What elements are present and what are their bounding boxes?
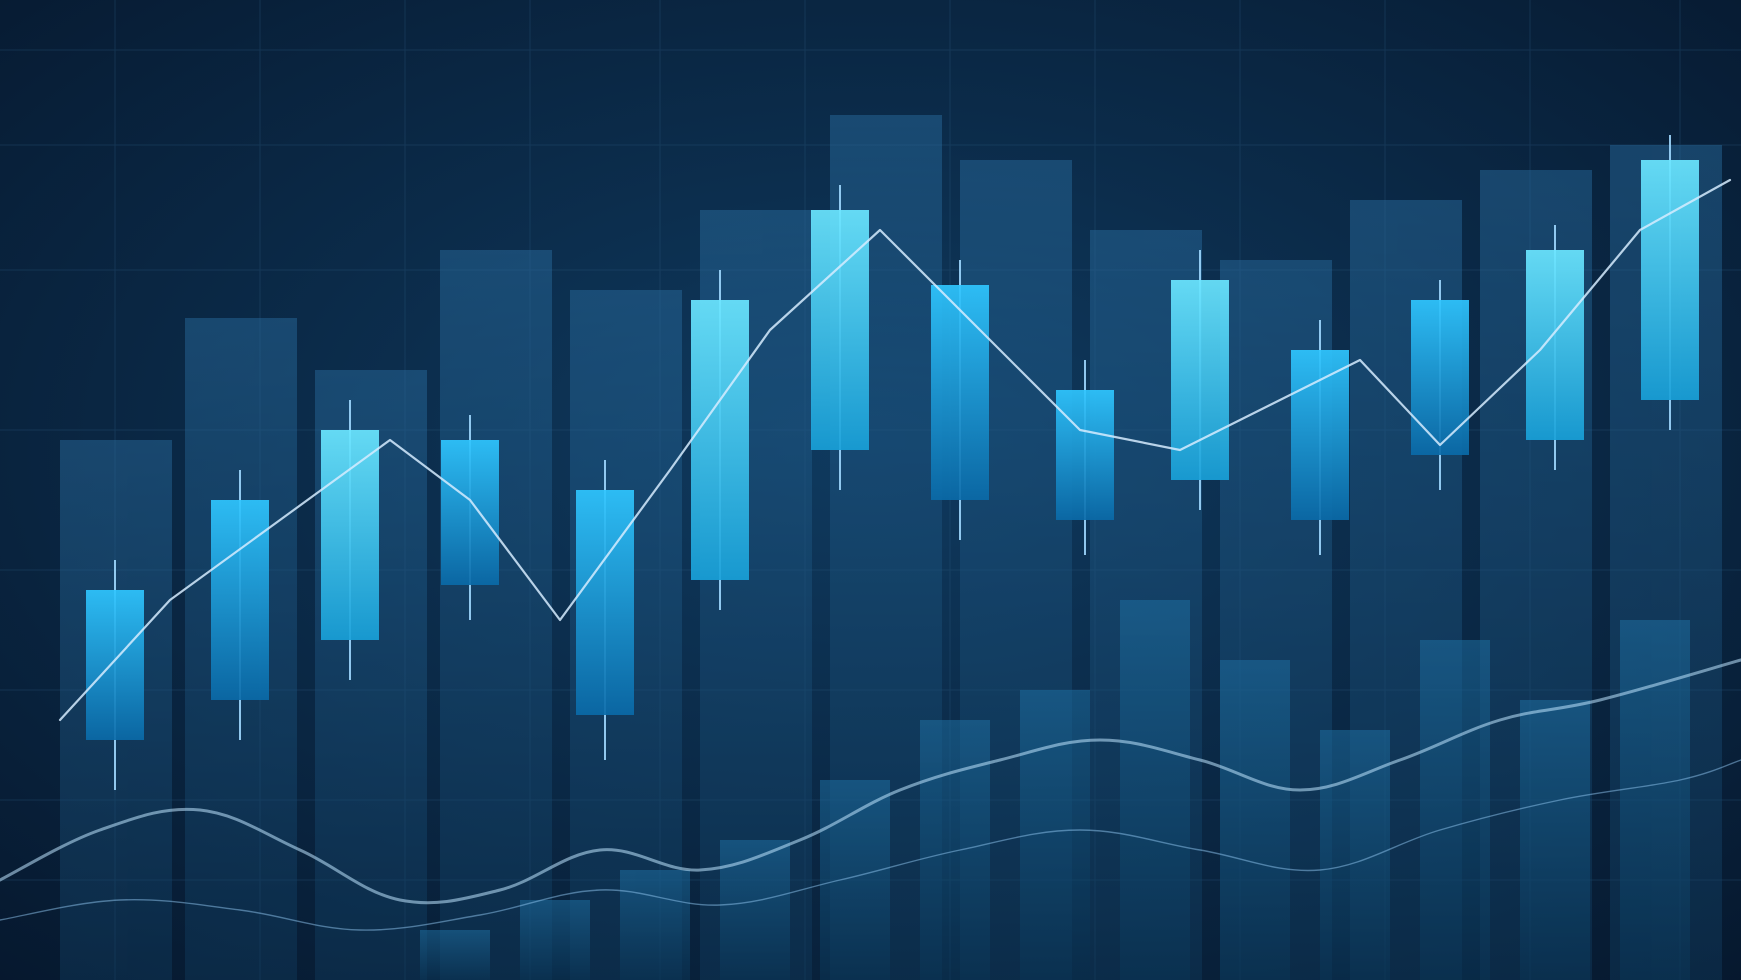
candlestick-chart	[0, 0, 1741, 980]
